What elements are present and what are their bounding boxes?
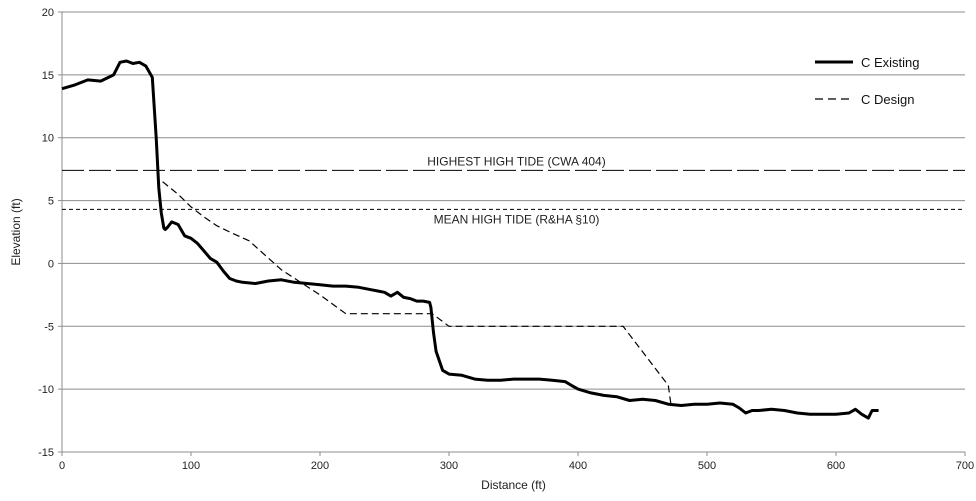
y-tick-label: 15 <box>42 70 54 82</box>
x-tick-label: 700 <box>956 460 974 472</box>
reference-line-label: MEAN HIGH TIDE (R&HA §10) <box>434 212 600 226</box>
y-tick-label: 0 <box>48 258 54 270</box>
series-line <box>61 59 879 420</box>
y-tick-label: 5 <box>48 196 54 208</box>
y-axis-label: Elevation (ft) <box>9 198 23 265</box>
gridlines <box>62 11 965 390</box>
x-tick-label: 400 <box>569 460 587 472</box>
x-tick-label: 300 <box>440 460 458 472</box>
legend-label: C Design <box>861 92 914 107</box>
x-tick-label: 100 <box>182 460 200 472</box>
x-tick-label: 0 <box>59 460 65 472</box>
series-line <box>162 181 672 405</box>
legend-label: C Existing <box>861 55 920 70</box>
x-tick-label: 600 <box>827 460 845 472</box>
y-tick-label: -5 <box>44 321 54 333</box>
legend: C Existing C Design <box>815 55 920 107</box>
x-tick-label: 500 <box>698 460 716 472</box>
reference-line-label: HIGHEST HIGH TIDE (CWA 404) <box>427 154 605 168</box>
y-tick-label: -10 <box>38 384 54 396</box>
x-tick-label: 200 <box>311 460 329 472</box>
reference-lines: HIGHEST HIGH TIDE (CWA 404) MEAN HIGH TID… <box>62 154 965 226</box>
y-tick-label: 20 <box>42 7 54 19</box>
data-series <box>61 59 879 420</box>
y-tick-label: 10 <box>42 133 54 145</box>
y-tick-label: -15 <box>38 447 54 459</box>
x-axis-label: Distance (ft) <box>481 478 546 492</box>
